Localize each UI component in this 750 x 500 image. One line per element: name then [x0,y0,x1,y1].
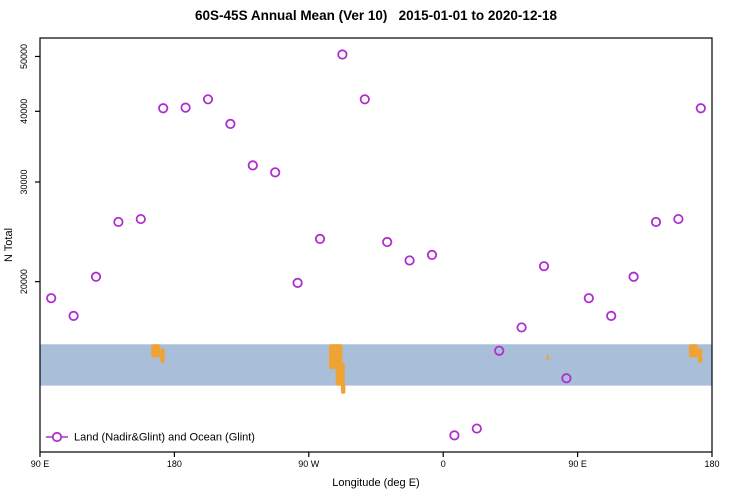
x-tick-label: 90 W [298,459,320,469]
data-point [404,255,415,266]
data-point [583,293,594,304]
data-point [202,94,214,105]
x-tick-label: 180 [167,459,182,469]
data-point [561,373,572,384]
data-point [135,213,146,225]
data-point [180,102,191,113]
map-band-land [340,381,346,394]
legend-marker-point [51,431,63,443]
data-point [292,277,303,288]
y-tick-label: 20000 [19,269,29,294]
chart-title: 60S-45S Annual Mean (Ver 10) 2015-01-01 … [195,8,557,23]
data-point [650,216,662,228]
data-point [225,118,236,130]
data-point [46,293,57,304]
data-point [314,233,326,244]
data-point [382,236,393,248]
data-point [337,49,348,60]
legend-label: Land (Nadir&Glint) and Ocean (Glint) [74,432,255,444]
map-band-land [151,344,161,358]
map-band-land [697,348,703,363]
y-tick-label: 30000 [19,169,29,194]
y-tick-label: 50000 [19,44,29,69]
map-band-land [160,348,165,363]
data-point [628,271,639,282]
data-point [68,310,79,321]
data-point [426,249,438,260]
data-point [606,310,617,321]
data-point [449,430,460,441]
map-band-land [335,362,345,386]
data-point [247,160,258,171]
data-point [270,167,281,178]
x-tick-label: 90 E [31,459,50,469]
map-band-land [546,354,549,361]
plot-border [39,37,713,453]
y-tick-label: 40000 [19,99,29,124]
data-point [516,322,527,333]
x-axis-title: Longitude (deg E) [332,477,420,489]
map-band-land [688,344,698,358]
x-tick-label: 180 [704,459,719,469]
data-point [673,213,684,225]
data-point [471,423,482,434]
data-point [113,216,124,228]
x-tick-label: 90 E [568,459,587,469]
data-point [538,261,550,272]
x-tick-label: 0 [441,459,446,469]
data-point [359,94,370,105]
data-point [158,103,169,114]
data-point [90,271,102,282]
data-point [695,103,706,114]
data-point [494,345,505,356]
map-band-ocean [40,344,712,386]
